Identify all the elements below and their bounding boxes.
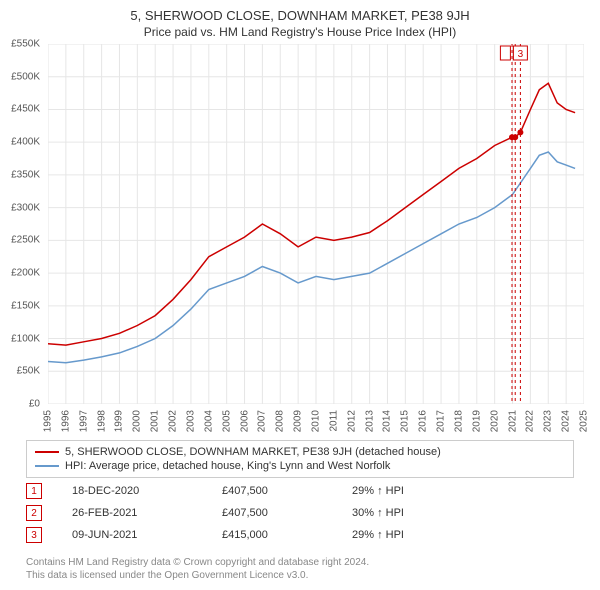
x-tick-label: 2016: [418, 410, 429, 432]
x-tick-label: 2020: [489, 410, 500, 432]
marker-pct: 29% ↑ HPI: [352, 529, 452, 541]
x-tick-label: 2001: [150, 410, 161, 432]
x-tick-label: 2014: [382, 410, 393, 432]
x-tick-label: 1995: [43, 410, 54, 432]
x-tick-label: 1996: [60, 410, 71, 432]
footer-line1: Contains HM Land Registry data © Crown c…: [26, 556, 369, 569]
chart-subtitle: Price paid vs. HM Land Registry's House …: [0, 23, 600, 43]
x-tick-label: 2004: [203, 410, 214, 432]
y-tick-label: £150K: [11, 300, 40, 311]
marker-date: 09-JUN-2021: [72, 529, 192, 541]
svg-text:3: 3: [518, 49, 524, 60]
legend: 5, SHERWOOD CLOSE, DOWNHAM MARKET, PE38 …: [26, 440, 574, 478]
x-tick-label: 2010: [311, 410, 322, 432]
legend-item: 5, SHERWOOD CLOSE, DOWNHAM MARKET, PE38 …: [35, 445, 565, 459]
chart-container: 5, SHERWOOD CLOSE, DOWNHAM MARKET, PE38 …: [0, 0, 600, 590]
marker-number-box: 1: [26, 483, 42, 499]
legend-label: HPI: Average price, detached house, King…: [65, 460, 390, 472]
x-tick-label: 2012: [346, 410, 357, 432]
footer-attribution: Contains HM Land Registry data © Crown c…: [26, 556, 369, 582]
x-tick-label: 2023: [543, 410, 554, 432]
y-axis-labels: £0£50K£100K£150K£200K£250K£300K£350K£400…: [0, 44, 44, 404]
marker-row: 1 18-DEC-2020 £407,500 29% ↑ HPI: [26, 480, 574, 502]
legend-swatch: [35, 465, 59, 467]
legend-item: HPI: Average price, detached house, King…: [35, 459, 565, 473]
y-tick-label: £200K: [11, 268, 40, 279]
chart-svg: 3: [48, 44, 584, 404]
marker-date: 26-FEB-2021: [72, 507, 192, 519]
x-tick-label: 2019: [471, 410, 482, 432]
x-tick-label: 1998: [96, 410, 107, 432]
x-tick-label: 1999: [114, 410, 125, 432]
y-tick-label: £550K: [11, 39, 40, 50]
x-tick-label: 2024: [561, 410, 572, 432]
marker-table: 1 18-DEC-2020 £407,500 29% ↑ HPI 2 26-FEB-202…: [26, 480, 574, 546]
marker-row: 2 26-FEB-2021 £407,500 30% ↑ HPI: [26, 502, 574, 524]
x-tick-label: 2011: [328, 410, 339, 432]
x-tick-label: 2018: [453, 410, 464, 432]
marker-price: £407,500: [222, 485, 322, 497]
y-tick-label: £400K: [11, 137, 40, 148]
x-tick-label: 2017: [436, 410, 447, 432]
legend-swatch: [35, 451, 59, 453]
marker-price: £407,500: [222, 507, 322, 519]
x-tick-label: 2015: [400, 410, 411, 432]
y-tick-label: £250K: [11, 235, 40, 246]
marker-date: 18-DEC-2020: [72, 485, 192, 497]
x-tick-label: 2006: [239, 410, 250, 432]
x-tick-label: 2007: [257, 410, 268, 432]
x-tick-label: 2008: [275, 410, 286, 432]
marker-number-box: 2: [26, 505, 42, 521]
marker-pct: 30% ↑ HPI: [352, 507, 452, 519]
y-tick-label: £500K: [11, 71, 40, 82]
x-tick-label: 2000: [132, 410, 143, 432]
y-tick-label: £100K: [11, 333, 40, 344]
x-tick-label: 2003: [185, 410, 196, 432]
marker-number-box: 3: [26, 527, 42, 543]
y-tick-label: £50K: [17, 366, 40, 377]
legend-label: 5, SHERWOOD CLOSE, DOWNHAM MARKET, PE38 …: [65, 446, 441, 458]
x-tick-label: 2002: [168, 410, 179, 432]
y-tick-label: £0: [29, 399, 40, 410]
y-tick-label: £300K: [11, 202, 40, 213]
x-tick-label: 2022: [525, 410, 536, 432]
x-tick-label: 2021: [507, 410, 518, 432]
x-tick-label: 2013: [364, 410, 375, 432]
chart-plot-area: 3: [48, 44, 584, 404]
x-tick-label: 2009: [293, 410, 304, 432]
marker-price: £415,000: [222, 529, 322, 541]
chart-title: 5, SHERWOOD CLOSE, DOWNHAM MARKET, PE38 …: [0, 0, 600, 23]
y-tick-label: £450K: [11, 104, 40, 115]
y-tick-label: £350K: [11, 169, 40, 180]
x-tick-label: 2005: [221, 410, 232, 432]
x-tick-label: 2025: [579, 410, 590, 432]
marker-pct: 29% ↑ HPI: [352, 485, 452, 497]
x-tick-label: 1997: [78, 410, 89, 432]
footer-line2: This data is licensed under the Open Gov…: [26, 569, 369, 582]
x-axis-labels: 1995199619971998199920002001200220032004…: [48, 406, 584, 436]
marker-row: 3 09-JUN-2021 £415,000 29% ↑ HPI: [26, 524, 574, 546]
